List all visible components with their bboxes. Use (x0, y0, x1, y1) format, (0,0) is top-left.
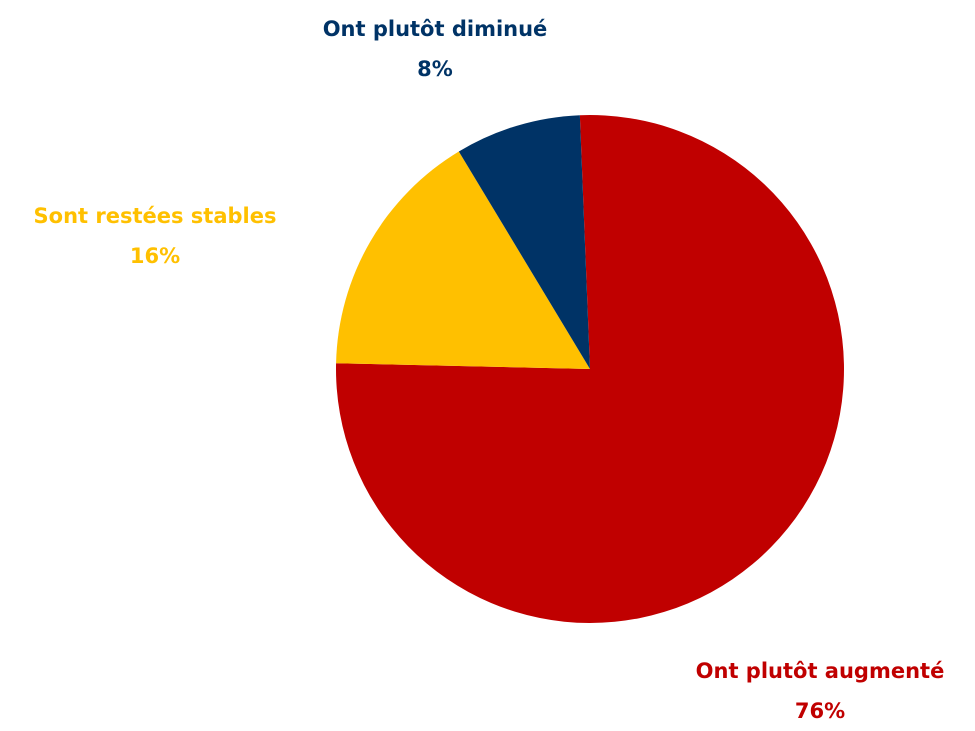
slice-value: 8% (417, 57, 453, 81)
slice-value: 16% (130, 244, 180, 268)
pie-slice (458, 115, 590, 369)
pie-slice (336, 151, 590, 369)
pie-slice (336, 115, 844, 623)
slice-label: Sont restées stables (34, 204, 277, 228)
slice-value: 76% (795, 699, 845, 723)
slice-label: Ont plutôt diminué (323, 17, 548, 41)
slice-label: Ont plutôt augmenté (696, 659, 945, 683)
